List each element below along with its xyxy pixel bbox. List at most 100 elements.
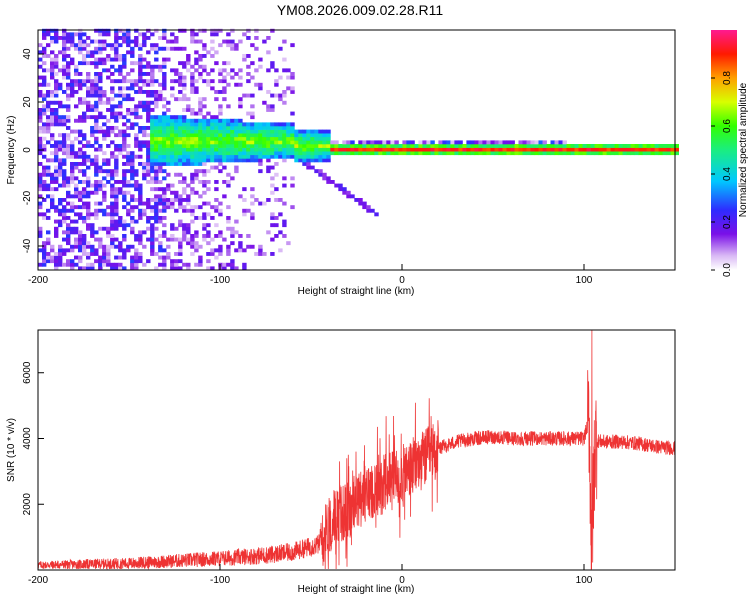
spectrogram-cell [154, 104, 159, 109]
spectrogram-cell [442, 144, 447, 148]
spectrogram-cell [206, 201, 211, 206]
spectrogram-cell [126, 190, 131, 195]
spectrogram-cell [194, 136, 199, 141]
spectrogram-cell [386, 147, 391, 152]
spectrogram-cell [198, 129, 203, 134]
spectrogram-cell [122, 64, 127, 69]
y-tick-label: -40 [22, 238, 33, 253]
spectrogram-cell [146, 158, 151, 163]
spectrogram-cell [342, 144, 347, 148]
spectrogram-cell [334, 151, 339, 156]
spectrogram-cell [54, 187, 59, 192]
spectrogram-cell [70, 208, 75, 213]
spectrogram-cell [102, 90, 107, 94]
spectrogram-cell [198, 104, 203, 109]
spectrogram-cell [230, 118, 235, 123]
spectrogram-cell [422, 147, 427, 152]
spectrogram-cell [198, 151, 203, 156]
spectrogram-cell [62, 50, 67, 55]
spectrogram-cell [78, 100, 83, 105]
spectrogram-cell [86, 226, 91, 231]
spectrogram-cell [74, 82, 79, 87]
spectrogram-cell [74, 212, 79, 217]
spectrogram-cell [218, 147, 223, 152]
spectrogram-cell [102, 198, 107, 202]
spectrogram-cell [74, 190, 79, 195]
spectrogram-cell [526, 147, 531, 152]
spectrogram-cell [98, 147, 103, 152]
spectrogram-cell [114, 208, 119, 213]
spectrogram-cell [442, 140, 447, 145]
spectrogram-cell [310, 144, 315, 148]
spectrogram-cell [266, 151, 271, 156]
spectrogram-cell [86, 255, 91, 260]
spectrogram-cell [258, 140, 263, 145]
spectrogram-cell [38, 82, 43, 87]
spectrogram-cell [150, 140, 155, 145]
spectrogram-cell [118, 64, 123, 69]
spectrogram-cell [150, 118, 155, 123]
spectrogram-cell [62, 198, 67, 202]
spectrogram-cell [218, 122, 223, 127]
spectrogram-cell [550, 144, 555, 148]
spectrogram-cell [630, 144, 635, 148]
spectrogram-cell [130, 169, 135, 174]
spectrogram-cell [154, 154, 159, 159]
spectrogram-cell [94, 57, 99, 62]
spectrogram-cell [238, 122, 243, 127]
spectrogram-cell [358, 151, 363, 156]
spectrogram-cell [194, 262, 199, 267]
spectrogram-cell [98, 126, 103, 130]
spectrogram-cell [150, 158, 155, 163]
spectrogram-cell [334, 140, 339, 145]
spectrogram-cell [442, 151, 447, 156]
spectrogram-cell [630, 151, 635, 156]
spectrogram-cell [590, 147, 595, 152]
spectrogram-cell [194, 118, 199, 123]
spectrogram-cell [190, 64, 195, 69]
spectrogram-cell [130, 39, 135, 44]
spectrogram-cell [230, 144, 235, 148]
spectrogram-cell [62, 205, 67, 210]
spectrogram-cell [82, 136, 87, 141]
spectrogram-cell [102, 255, 107, 260]
spectrogram-cell [106, 162, 111, 166]
spectrogram-cell [378, 151, 383, 156]
spectrogram-cell [126, 32, 131, 37]
spectrogram-cell [90, 262, 95, 267]
spectrogram-cell [130, 216, 135, 220]
spectrogram-cell [202, 190, 207, 195]
spectrogram-cell [210, 54, 215, 58]
spectrogram-cell [58, 147, 63, 152]
spectrogram-cell [166, 201, 171, 206]
spectrogram-cell [106, 75, 111, 80]
spectrogram-cell [98, 180, 103, 184]
spectrogram-cell [74, 162, 79, 166]
spectrogram-cell [238, 75, 243, 80]
spectrogram-cell [202, 133, 207, 138]
spectrogram-cell [102, 248, 107, 253]
spectrogram-cell [210, 115, 215, 120]
spectrogram-cell [106, 205, 111, 210]
spectrogram-cell [346, 147, 351, 152]
spectrogram-cell [150, 248, 155, 253]
spectrogram-cell [42, 82, 47, 87]
spectrogram-cell [94, 64, 99, 69]
spectrogram-cell [122, 176, 127, 181]
spectrogram-cell [494, 151, 499, 156]
spectrogram-cell [70, 36, 75, 40]
spectrogram-cell [258, 144, 263, 148]
spectrogram-cell [226, 133, 231, 138]
spectrogram-cell [58, 169, 63, 174]
spectrogram-cell [246, 129, 251, 134]
spectrogram-cell [582, 151, 587, 156]
spectrogram-cell [274, 140, 279, 145]
spectrogram-cell [162, 162, 167, 166]
spectrogram-cell [142, 57, 147, 62]
spectrogram-cell [54, 176, 59, 181]
spectrogram-cell [62, 248, 67, 253]
spectrogram-cell [366, 140, 371, 145]
spectrogram-cell [290, 140, 295, 145]
spectrogram-cell [158, 90, 163, 94]
spectrogram-cell [658, 144, 663, 148]
